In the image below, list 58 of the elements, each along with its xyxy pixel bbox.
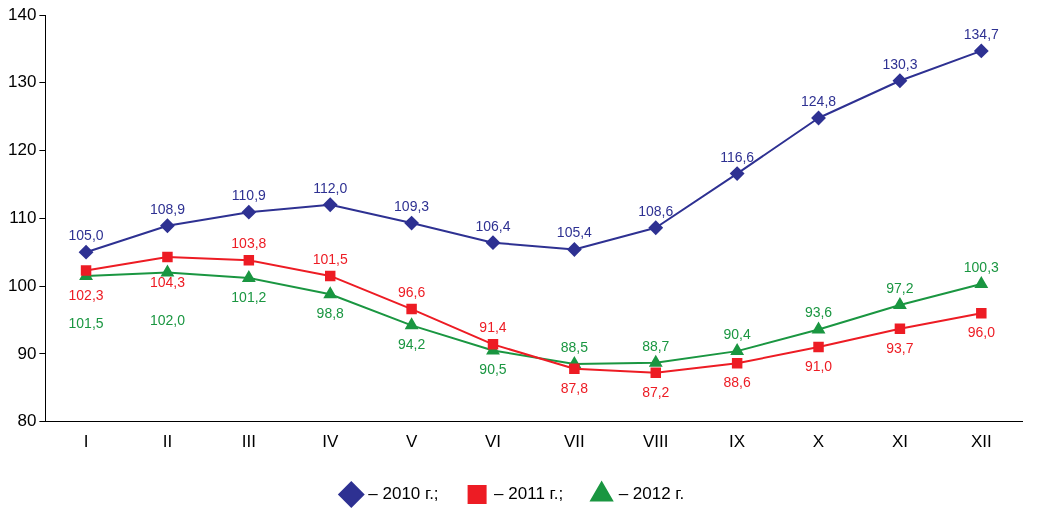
data-label: 109,3 xyxy=(394,198,430,215)
data-label: 91,0 xyxy=(804,358,833,375)
x-tick-label: XII xyxy=(970,432,992,452)
data-label: 110,9 xyxy=(231,187,267,204)
data-label: 87,8 xyxy=(560,379,589,396)
y-tick-label: 120 xyxy=(7,140,37,160)
data-label: 90,5 xyxy=(479,361,507,378)
data-label: 130,3 xyxy=(882,55,918,72)
data-label: 101,5 xyxy=(312,250,348,267)
x-tick-label: III xyxy=(241,432,256,452)
data-label: 103,8 xyxy=(231,235,267,252)
data-label: 98,8 xyxy=(316,305,345,322)
data-label: 88,6 xyxy=(723,374,751,391)
data-label: 134,7 xyxy=(963,25,1000,42)
data-label: 96,0 xyxy=(967,324,996,341)
data-label: 108,9 xyxy=(149,200,186,217)
x-tick-label: I xyxy=(83,432,89,452)
data-label: 116,6 xyxy=(720,148,755,165)
data-label: 102,3 xyxy=(68,287,104,304)
y-tick-label: 130 xyxy=(7,72,37,92)
data-label: 105,4 xyxy=(556,224,593,241)
data-label: 104,3 xyxy=(149,273,186,290)
data-label: 93,7 xyxy=(886,339,914,356)
y-tick-label: 110 xyxy=(9,207,37,227)
data-label: 106,4 xyxy=(475,217,511,234)
legend-label: – 2012 г. xyxy=(618,484,685,504)
data-label: 124,8 xyxy=(801,93,837,110)
data-label: 88,7 xyxy=(642,337,670,354)
data-label: 101,5 xyxy=(68,314,104,331)
data-label: 97,2 xyxy=(886,280,914,297)
x-tick-label: VI xyxy=(484,432,502,452)
data-label: 100,3 xyxy=(963,259,1000,276)
data-label: 102,0 xyxy=(149,311,186,328)
data-label: 112,0 xyxy=(313,179,348,196)
x-tick-label: II xyxy=(162,432,173,452)
data-label: 108,6 xyxy=(638,202,674,219)
data-label: 90,4 xyxy=(723,326,751,343)
x-tick-label: IX xyxy=(729,432,746,452)
x-tick-label: X xyxy=(812,432,825,452)
x-tick-label: V xyxy=(405,432,418,452)
data-label: 94,2 xyxy=(397,336,426,353)
y-tick-label: 80 xyxy=(17,411,37,431)
data-label: 105,0 xyxy=(68,227,104,244)
x-tick-label: VII xyxy=(563,432,585,452)
data-label: 87,2 xyxy=(642,383,670,400)
data-label: 96,6 xyxy=(397,284,426,301)
legend-label: – 2011 г.; xyxy=(494,484,564,504)
data-label: 88,5 xyxy=(560,339,589,355)
x-tick-label: VIII xyxy=(643,432,669,452)
data-label: 91,4 xyxy=(479,319,507,336)
y-tick-label: 140 xyxy=(7,4,37,24)
data-label: 93,6 xyxy=(804,304,833,321)
legend-label: – 2010 г.; xyxy=(368,484,439,504)
x-tick-label: IV xyxy=(322,432,339,452)
y-tick-label: 100 xyxy=(7,275,37,295)
x-tick-label: XI xyxy=(891,432,908,452)
y-tick-label: 90 xyxy=(17,343,37,363)
data-label: 101,2 xyxy=(231,288,267,305)
